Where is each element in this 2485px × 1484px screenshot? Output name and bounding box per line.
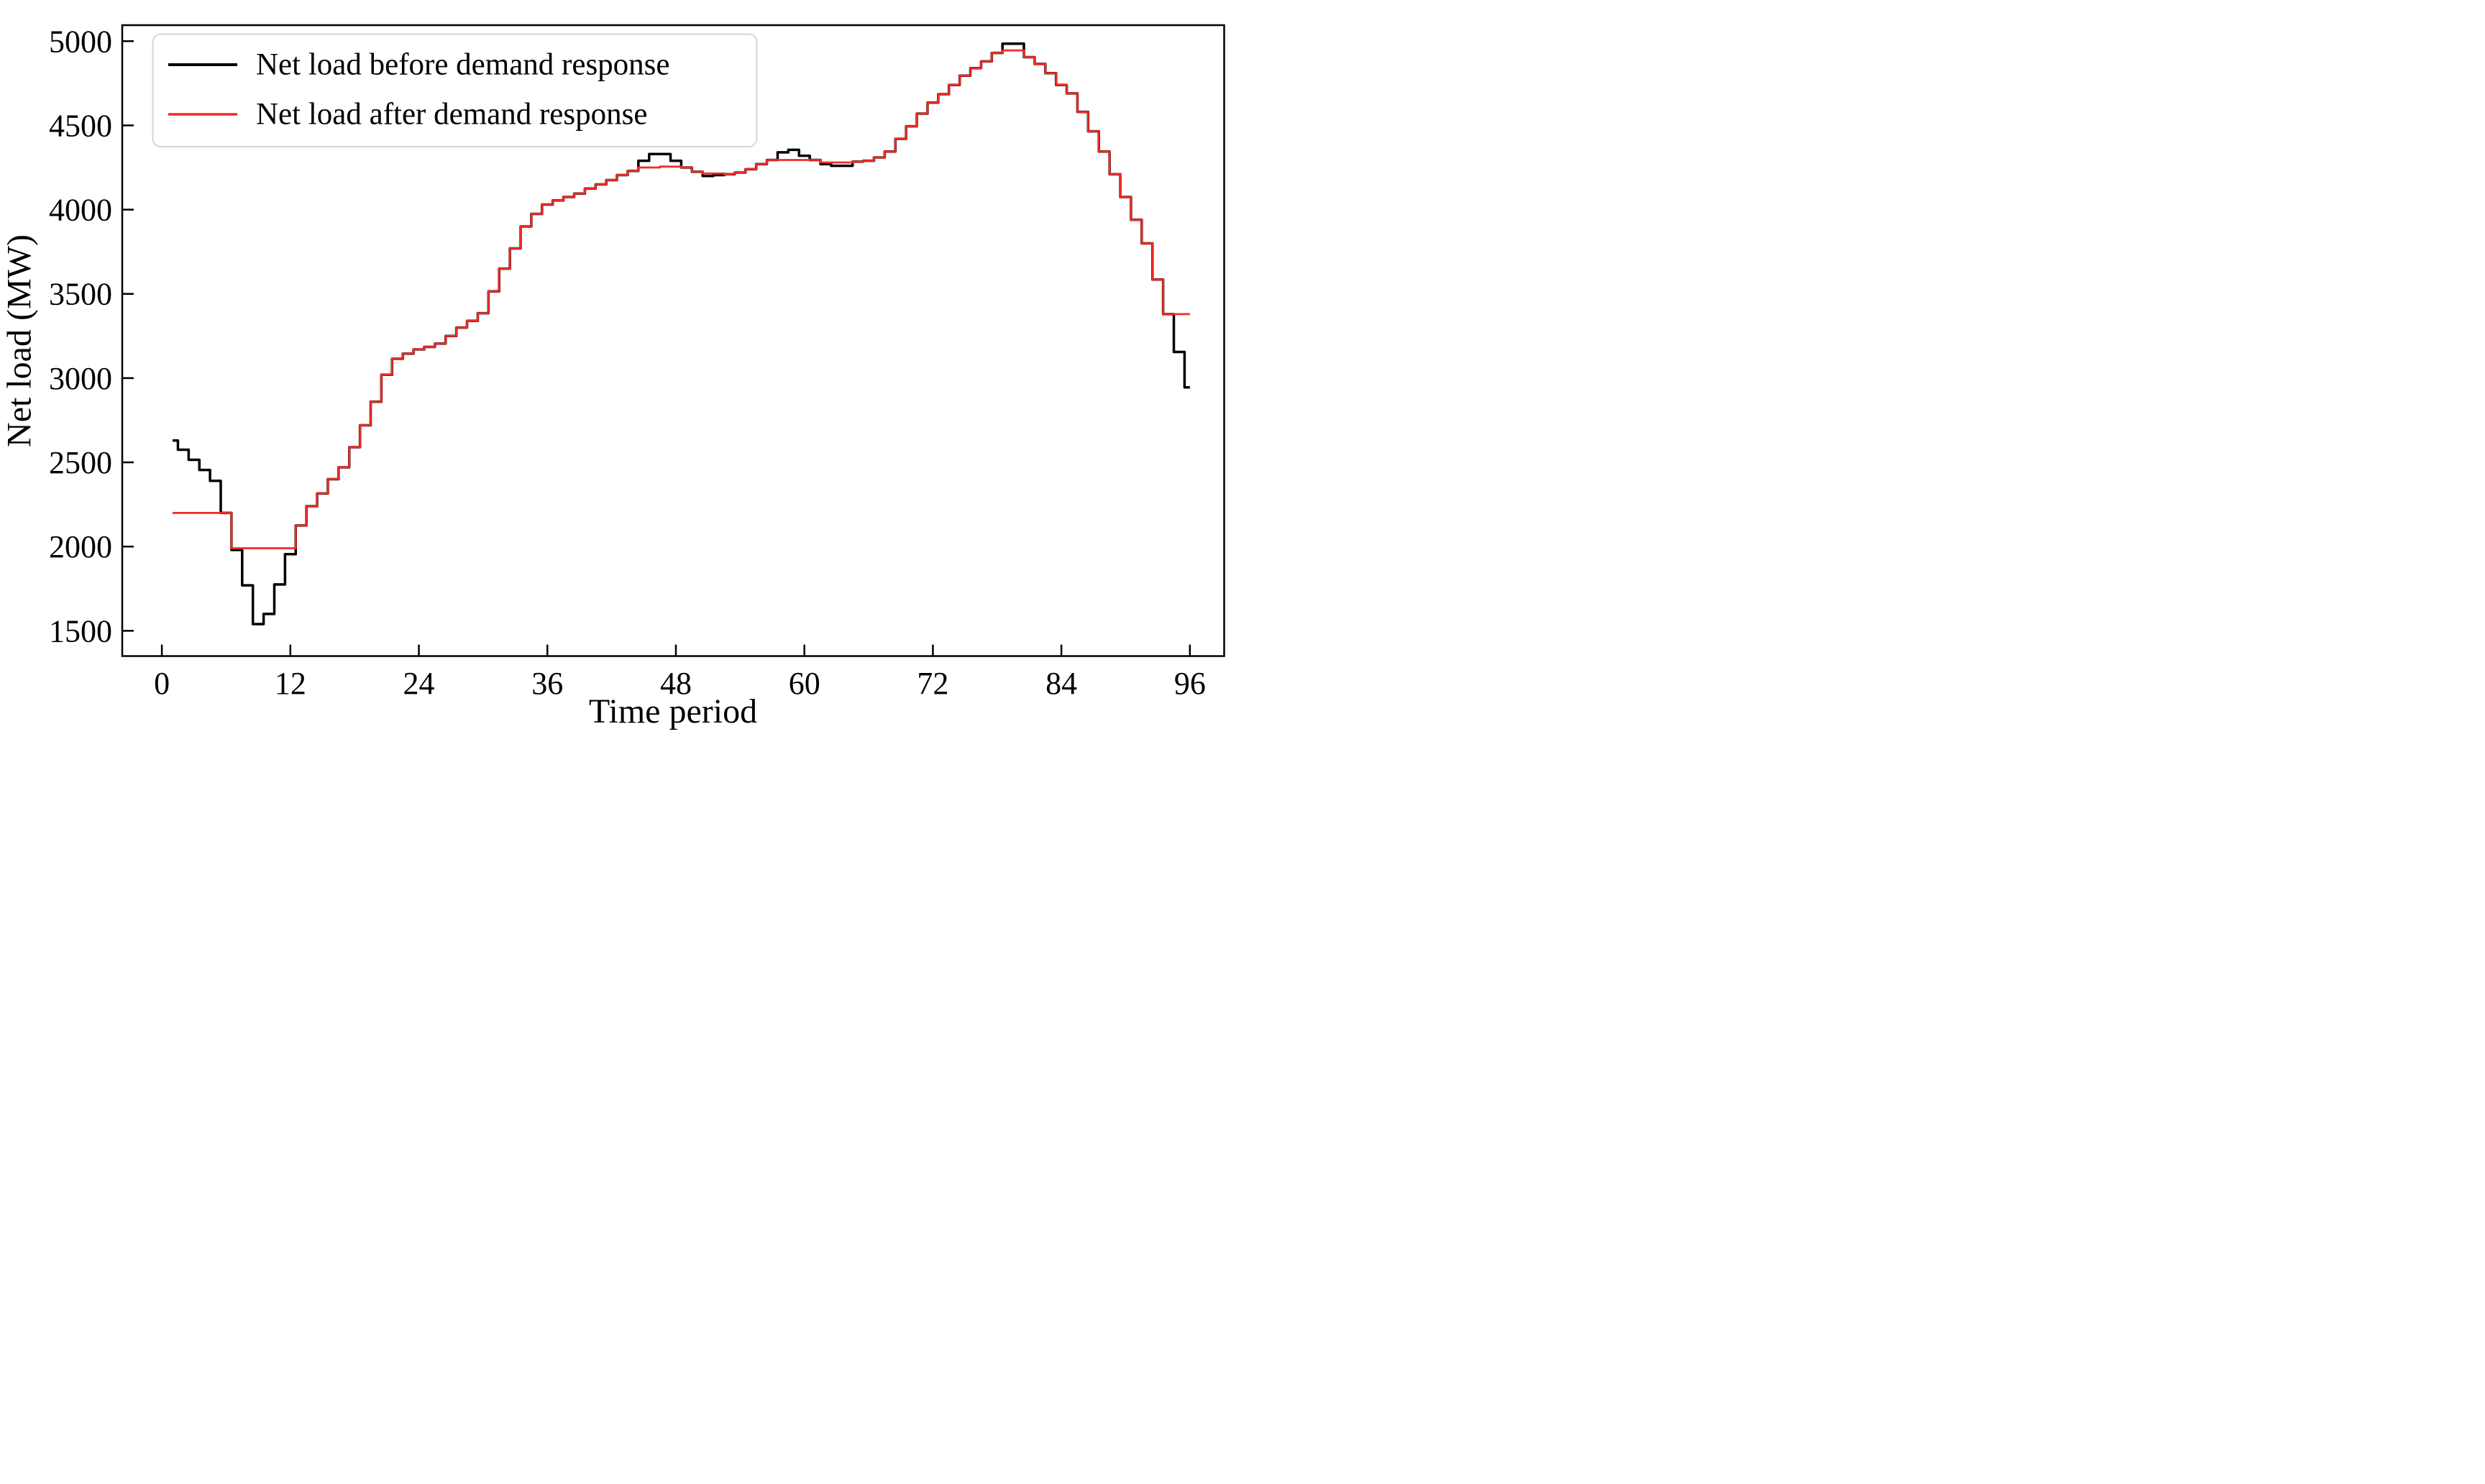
y-tick-label: 2000 <box>49 529 112 564</box>
x-tick-label: 48 <box>660 666 692 701</box>
y-tick-label: 3500 <box>49 277 112 312</box>
y-tick-label: 1500 <box>49 613 112 649</box>
x-tick-label: 24 <box>403 666 435 701</box>
series-line-after-demand-response <box>173 49 1190 549</box>
x-tick-label: 72 <box>917 666 948 701</box>
y-tick-label: 4500 <box>49 108 112 143</box>
y-tick-label: 5000 <box>49 24 112 59</box>
x-tick-label: 36 <box>531 666 563 701</box>
legend-label-before: Net load before demand response <box>256 48 670 82</box>
net-load-chart: 0 12 24 36 48 60 72 84 96 1500 2000 2500 3000 3500 40… <box>1 24 1225 730</box>
y-axis-ticks: 1500 2000 2500 3000 3500 4000 4500 5000 <box>49 24 134 649</box>
net-load-chart-figure: 0 12 24 36 48 60 72 84 96 1500 2000 2500 3000 3500 40… <box>0 0 1242 742</box>
x-tick-label: 96 <box>1174 666 1206 701</box>
legend: Net load before demand response Net load… <box>152 33 758 147</box>
x-tick-label: 60 <box>789 666 820 701</box>
x-tick-label: 0 <box>154 666 170 701</box>
x-axis-label: Time period <box>589 692 757 730</box>
y-tick-label: 2500 <box>49 445 112 480</box>
x-axis-ticks: 0 12 24 36 48 60 72 84 96 <box>154 644 1206 701</box>
x-tick-label: 12 <box>275 666 306 701</box>
series-group <box>173 42 1190 626</box>
y-axis-label: Net load (MW) <box>1 234 39 447</box>
y-tick-label: 4000 <box>49 193 112 228</box>
y-tick-label: 3000 <box>49 361 112 396</box>
legend-label-after: Net load after demand response <box>256 98 647 132</box>
plot-frame <box>121 24 1225 657</box>
legend-box <box>152 33 758 147</box>
x-tick-label: 84 <box>1045 666 1077 701</box>
